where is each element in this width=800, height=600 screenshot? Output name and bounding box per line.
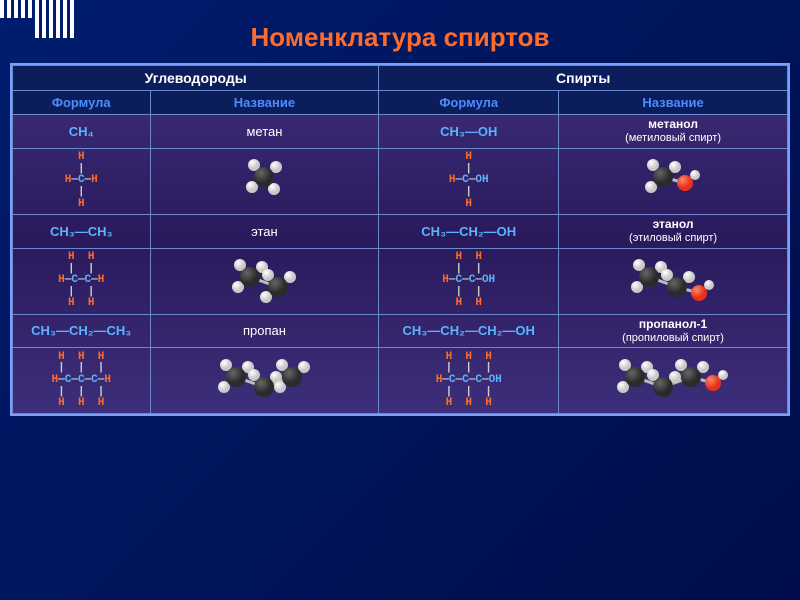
- hc-struct-0: H|H—C—H|H: [13, 148, 151, 214]
- alc-name-1: этанол(этиловый спирт): [559, 214, 788, 248]
- hc-formula-0: CH₄: [13, 115, 151, 149]
- hc-struct-1: H H| |H—C—C—H| |H H: [13, 248, 151, 314]
- header-hydrocarbons: Углеводороды: [13, 66, 379, 91]
- alc-name-0: метанол(метиловый спирт): [559, 115, 788, 149]
- hc-model-1: [150, 248, 379, 314]
- col-hc-formula: Формула: [13, 91, 151, 115]
- hc-struct-2: H H H| | |H—C—C—C—H| | |H H H: [13, 348, 151, 414]
- header-alcohols: Спирты: [379, 66, 788, 91]
- alc-name-2: пропанол-1(пропиловый спирт): [559, 314, 788, 348]
- hc-name-2: пропан: [150, 314, 379, 348]
- hc-name-0: метан: [150, 115, 379, 149]
- alc-struct-0: H|H—C—OH|H: [379, 148, 559, 214]
- hc-model-2: [150, 348, 379, 414]
- alc-struct-1: H H| |H—C—C—OH| |H H: [379, 248, 559, 314]
- hc-formula-2: CH₃—CH₂—CH₃: [13, 314, 151, 348]
- hc-model-0: [150, 148, 379, 214]
- alc-model-2: [559, 348, 788, 414]
- alc-model-1: [559, 248, 788, 314]
- col-hc-name: Название: [150, 91, 379, 115]
- page-title: Номенклатура спиртов: [0, 0, 800, 63]
- alc-struct-2: H H H| | |H—C—C—C—OH| | |H H H: [379, 348, 559, 414]
- hc-name-1: этан: [150, 214, 379, 248]
- decorative-stripes: [0, 0, 74, 38]
- nomenclature-table: Углеводороды Спирты Формула Название Фор…: [10, 63, 790, 416]
- hc-formula-1: CH₃—CH₃: [13, 214, 151, 248]
- alc-model-0: [559, 148, 788, 214]
- alc-formula-0: CH₃—OH: [379, 115, 559, 149]
- col-alc-formula: Формула: [379, 91, 559, 115]
- alc-formula-2: CH₃—CH₂—CH₂—OH: [379, 314, 559, 348]
- alc-formula-1: CH₃—CH₂—OH: [379, 214, 559, 248]
- col-alc-name: Название: [559, 91, 788, 115]
